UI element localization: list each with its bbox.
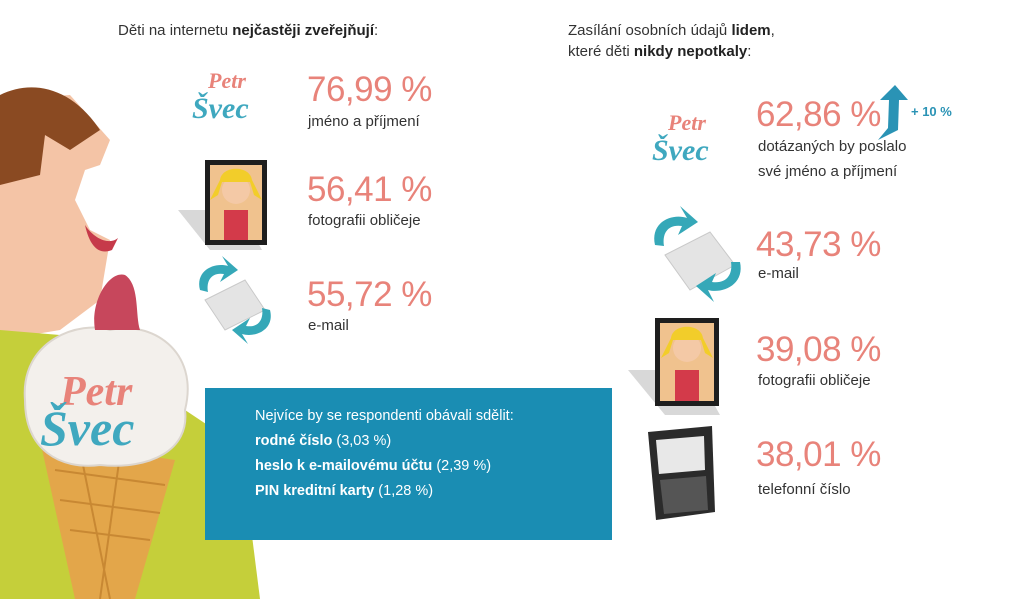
heading-text: , — [770, 22, 775, 39]
value: 38,01 % — [756, 435, 881, 474]
photo-icon — [178, 160, 267, 250]
heading-text: : — [373, 22, 379, 39]
email-icon — [654, 206, 741, 302]
logo-text: Švec — [40, 400, 134, 456]
box-text: (1,28 %) — [378, 483, 434, 499]
logo-text: Švec — [192, 92, 249, 125]
character: Petr Švec — [0, 87, 260, 599]
value: 43,73 % — [756, 225, 881, 264]
box-text: (3,03 %) — [336, 433, 392, 449]
arrow-up — [878, 85, 908, 140]
box-line: PIN kreditní karty (1,28 %) — [255, 483, 433, 499]
phone-icon — [648, 426, 715, 520]
label: telefonní číslo — [758, 481, 851, 498]
box-bold: heslo k e-mailovému účtu — [255, 458, 433, 474]
box-bold: PIN kreditní karty — [255, 483, 375, 499]
logo-text: Švec — [652, 134, 709, 167]
value: 62,86 % — [756, 95, 881, 134]
change: + 10 % — [911, 104, 952, 119]
label: dotázaných by poslalo — [758, 138, 907, 155]
value: 55,72 % — [307, 275, 432, 314]
topping — [94, 274, 140, 330]
cone — [40, 440, 175, 599]
label: fotografii obličeje — [308, 212, 421, 229]
info-box — [205, 388, 612, 540]
heading-bold: nikdy nepotkaly — [633, 43, 748, 60]
logo-text: Petr — [59, 369, 133, 415]
value: 76,99 % — [307, 70, 432, 109]
value: 39,08 % — [756, 330, 881, 369]
label: fotografii obličeje — [758, 372, 871, 389]
cone-pattern — [54, 449, 166, 599]
box-bold: rodné číslo — [255, 433, 333, 449]
box-intro: Nejvíce by se respondenti obávali sdělit… — [255, 408, 514, 424]
mouth — [85, 225, 118, 252]
box-line: rodné číslo (3,03 %) — [255, 433, 391, 449]
label: své jméno a příjmení — [758, 163, 898, 180]
right-heading: které děti nikdy nepotkaly: — [568, 43, 751, 60]
photo-icon — [628, 318, 720, 415]
box-line: heslo k e-mailovému účtu (2,39 %) — [255, 458, 491, 474]
label: e-mail — [758, 265, 799, 282]
logo-text: Petr — [667, 110, 706, 135]
heading-bold: nejčastěji zveřejňují — [232, 22, 374, 39]
heading-text: : — [747, 43, 752, 60]
cream — [23, 326, 189, 467]
value: 56,41 % — [307, 170, 432, 209]
hair — [0, 87, 100, 185]
right-heading: Zasílání osobních údajů lidem, — [568, 22, 775, 39]
email-icon — [199, 256, 271, 344]
heading-text: které děti — [568, 43, 630, 60]
left-heading: Děti na internetu nejčastěji zveřejňují: — [118, 22, 378, 39]
logo-text: Petr — [207, 68, 246, 93]
label: jméno a příjmení — [308, 113, 420, 130]
heading-text: Zasílání osobních údajů — [568, 22, 728, 39]
label: e-mail — [308, 317, 349, 334]
box-text: (2,39 %) — [436, 458, 492, 474]
heading-text: Děti na internetu — [118, 22, 229, 39]
heading-bold: lidem — [731, 22, 771, 39]
